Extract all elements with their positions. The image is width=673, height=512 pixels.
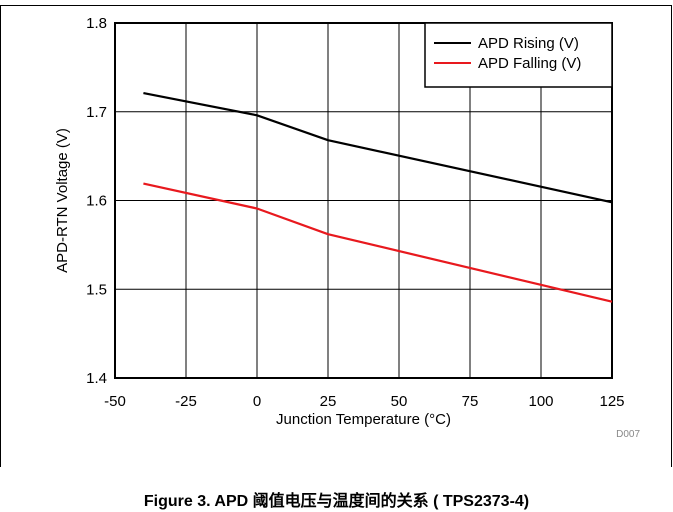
y-axis-title: APD-RTN Voltage (V): [54, 128, 71, 273]
figure-border: [0, 5, 672, 467]
figure-code: D007: [616, 429, 640, 440]
x-tick-label: 50: [391, 393, 408, 410]
plot-area: [114, 22, 613, 379]
y-tick-label: 1.8: [86, 15, 107, 32]
y-tick-label: 1.4: [86, 370, 107, 387]
series-line-falling: [143, 182, 613, 303]
x-tick-label: -50: [104, 393, 126, 410]
legend-label-falling: APD Falling (V): [478, 55, 581, 72]
y-tick-label: 1.5: [86, 281, 107, 298]
figure-caption: Figure 3. APD 阈值电压与温度间的关系 ( TPS2373-4): [143, 493, 530, 510]
series-line-rising: [143, 92, 613, 204]
legend-box: [424, 22, 613, 88]
y-tick-label: 1.7: [86, 104, 107, 121]
y-tick-label: 1.6: [86, 193, 107, 210]
axis-ticks: -50 -25 0 25 50 75 100 125 1.4 1.5 1.6 1.7 1.8: [86, 15, 624, 410]
line-chart: -50 -25 0 25 50 75 100 125 1.4 1.5 1.6 1.7 1.8 Junct…: [54, 15, 640, 440]
legend: APD Rising (V) APD Falling (V): [424, 22, 613, 88]
x-tick-label: 100: [528, 393, 553, 410]
x-tick-label: 25: [320, 393, 337, 410]
x-tick-label: 125: [599, 393, 624, 410]
x-tick-label: -25: [175, 393, 197, 410]
x-tick-label: 0: [253, 393, 261, 410]
series: [143, 92, 613, 303]
x-tick-label: 75: [462, 393, 479, 410]
x-axis-title: Junction Temperature (°C): [276, 411, 451, 428]
legend-label-rising: APD Rising (V): [478, 35, 579, 52]
